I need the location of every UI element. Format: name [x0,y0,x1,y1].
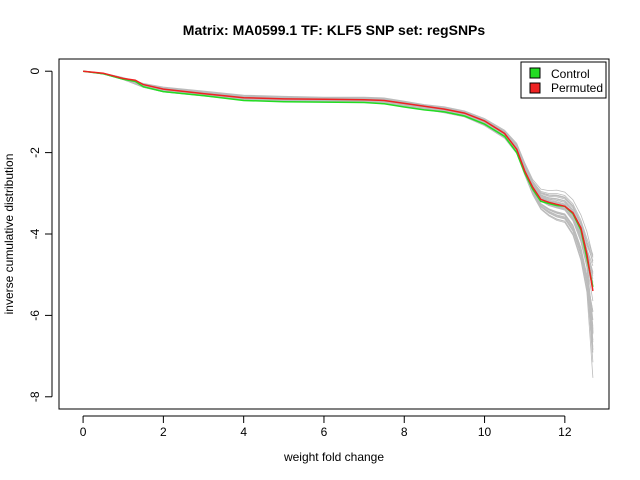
y-tick-label: -8 [28,391,42,402]
ensemble-line [83,70,594,333]
x-tick-label: 12 [558,425,572,439]
y-tick-label: -4 [28,228,42,239]
ensemble-line [83,70,594,327]
series-line-permuted [83,70,594,292]
ensemble-line [83,70,594,321]
x-tick-label: 4 [240,425,247,439]
x-axis-label: weight fold change [283,450,384,464]
ensemble-line [83,70,594,284]
ensemble-line [83,70,594,289]
x-tick-label: 2 [160,425,167,439]
chart-title: Matrix: MA0599.1 TF: KLF5 SNP set: regSN… [183,22,486,38]
legend-swatch-permuted [529,82,541,94]
x-tick-label: 0 [80,425,87,439]
ensemble-line [83,70,594,258]
ensemble-line [83,70,594,351]
ensemble-line [83,70,594,291]
ensemble-line [83,70,594,330]
ensemble-line [83,70,594,363]
legend-label-permuted: Permuted [551,81,603,95]
y-tick-label: -2 [28,147,42,158]
x-tick-label: 8 [401,425,408,439]
ensemble-line [83,70,594,334]
series-line-control [83,70,594,288]
ensemble-line [83,70,594,350]
series-group [83,70,594,292]
ensemble-line [83,70,594,312]
x-axis: 0 2 4 6 8 10 12 [80,415,572,439]
legend-swatch-control [529,67,541,79]
y-axis-label: inverse cumulative distribution [2,154,16,315]
ensemble-line [83,70,594,378]
ensemble-line [83,70,594,286]
background-ensemble [83,70,594,378]
ensemble-line [83,70,594,347]
plot-area-frame [58,58,610,410]
ensemble-line [83,70,594,341]
legend-label-control: Control [551,67,590,81]
y-axis: 0 -2 -4 -6 -8 [28,68,53,402]
ensemble-line [83,70,594,335]
ensemble-line [83,70,594,343]
ensemble-line [83,70,594,332]
ensemble-line [83,70,594,290]
y-tick-label: 0 [28,68,42,75]
ensemble-line [83,70,594,257]
legend: Control Permuted [520,61,607,99]
ensemble-line [83,70,594,331]
y-tick-label: -6 [28,310,42,321]
ensemble-line [83,70,594,353]
ensemble-line [83,70,594,333]
ensemble-line [83,70,594,302]
ensemble-line [83,70,594,329]
x-tick-label: 10 [478,425,492,439]
x-tick-label: 6 [321,425,328,439]
ensemble-line [83,70,594,313]
